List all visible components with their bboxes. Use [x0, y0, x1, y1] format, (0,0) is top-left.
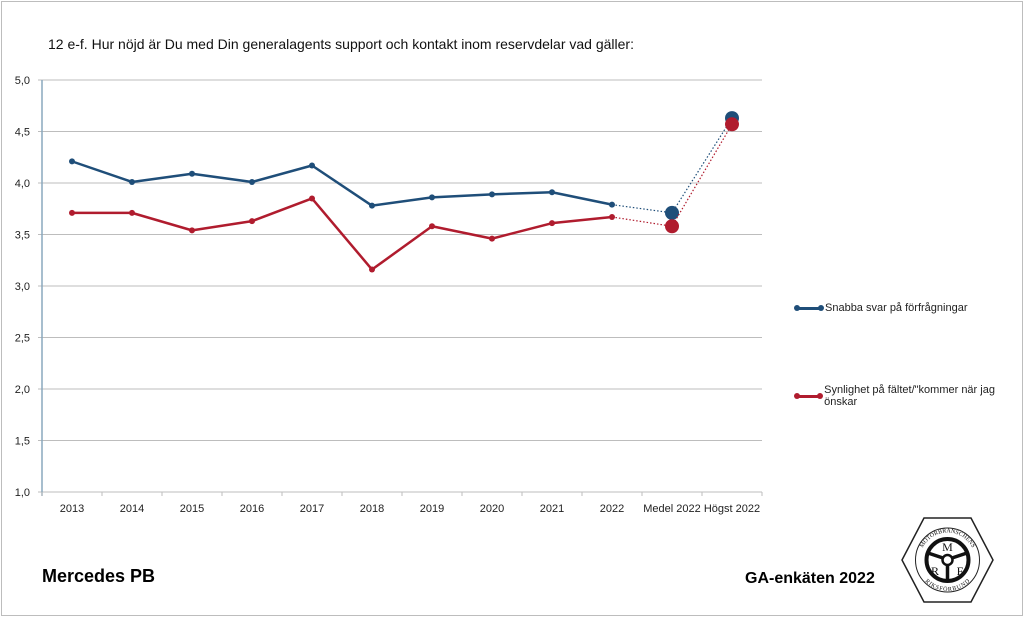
data-point — [489, 191, 495, 198]
mrf-logo: M R F MOTORBRANSCHENS RIKSFÖRBUND — [901, 517, 994, 603]
data-point — [665, 219, 679, 234]
series-line-1 — [72, 197, 613, 271]
chart-title: 12 e-f. Hur nöjd är Du med Din generalag… — [48, 36, 634, 52]
data-point — [609, 213, 615, 220]
y-tick-label: 2,5 — [15, 333, 30, 345]
logo-letter-m: M — [942, 540, 953, 554]
data-point — [69, 209, 75, 216]
legend-line-icon — [794, 305, 824, 311]
data-point — [429, 194, 435, 201]
data-point — [309, 162, 315, 169]
x-tick-label: Högst 2022 — [704, 503, 760, 515]
data-point — [549, 189, 555, 196]
data-point — [369, 202, 375, 209]
x-tick-label: 2014 — [120, 503, 144, 515]
data-point — [189, 227, 195, 234]
wheel-spoke — [927, 551, 944, 560]
legend-label: Snabba svar på förfrågningar — [825, 302, 968, 314]
x-tick-label: 2016 — [240, 503, 264, 515]
legend-label: Synlighet på fältet/"kommer när jag önsk… — [824, 384, 995, 408]
y-tick-label: 5,0 — [15, 75, 30, 87]
y-tick-label: 3,5 — [15, 230, 30, 242]
x-tick-label: 2017 — [300, 503, 324, 515]
wheel-spoke — [951, 551, 968, 560]
legend-item-snabba-svar: Snabba svar på förfrågningar — [794, 302, 968, 314]
x-tick-label: 2020 — [480, 503, 504, 515]
data-point — [549, 220, 555, 227]
x-tick-label: 2013 — [60, 503, 84, 515]
x-tick-label: 2022 — [600, 503, 624, 515]
logo-ring — [915, 527, 980, 593]
y-tick-label: 4,5 — [15, 127, 30, 139]
x-tick-label: 2018 — [360, 503, 384, 515]
y-tick-label: 4,0 — [15, 178, 30, 190]
data-point — [249, 218, 255, 225]
data-point — [609, 201, 615, 208]
data-point — [725, 117, 739, 132]
data-point — [249, 178, 255, 185]
data-point — [665, 205, 679, 220]
legend-line-icon — [793, 393, 824, 399]
x-tick-label: Medel 2022 — [643, 503, 701, 515]
data-point — [189, 170, 195, 177]
data-point — [489, 235, 495, 242]
brand-name: Mercedes PB — [42, 566, 156, 586]
y-tick-label: 1,5 — [15, 436, 30, 448]
wheel-hub — [941, 553, 954, 567]
data-point — [369, 266, 375, 273]
legend-item-synlighet: Synlighet på fältet/"kommer när jag önsk… — [793, 384, 1024, 408]
data-point — [129, 178, 135, 185]
series-dotted-line-0 — [611, 117, 733, 214]
y-tick-label: 1,0 — [15, 487, 30, 499]
y-tick-label: 3,0 — [15, 281, 30, 293]
x-tick-label: 2021 — [540, 503, 564, 515]
data-point — [69, 158, 75, 165]
logo-letter-f: F — [957, 564, 964, 578]
logo-letter-r: R — [931, 564, 939, 578]
x-tick-label: 2015 — [180, 503, 204, 515]
data-point — [309, 195, 315, 202]
data-point — [129, 209, 135, 216]
survey-name: GA-enkäten 2022 — [745, 570, 875, 587]
y-tick-label: 2,0 — [15, 384, 30, 396]
series-line-0 — [71, 160, 613, 207]
data-point — [429, 223, 435, 230]
x-tick-label: 2019 — [420, 503, 444, 515]
